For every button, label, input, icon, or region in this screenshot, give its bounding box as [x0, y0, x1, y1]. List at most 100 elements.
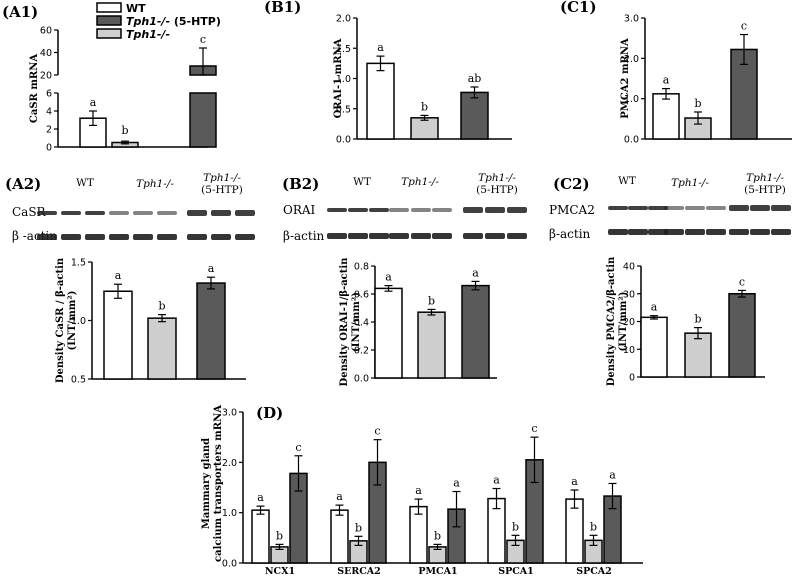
C1-sig-letter: a [663, 74, 670, 87]
C2-blot-band [608, 206, 628, 210]
B2-blot-band [411, 208, 431, 212]
A2-blot-band [37, 211, 57, 215]
B2-blot-band [369, 233, 389, 239]
C1-ylabel-line: PMCA2 mRNA [620, 38, 631, 119]
A2-ytick-label: 1.5 [71, 258, 86, 269]
B1-ytick-label: 1.0 [336, 74, 351, 85]
C2-bar-0 [640, 316, 668, 378]
D-sig-letter: a [336, 490, 343, 503]
D-category-label: PMCA1 [418, 566, 457, 576]
B2-blot-group-label: Tph1-/- [478, 172, 516, 184]
C2-ytick-label: 40 [623, 262, 635, 273]
D-ylabel: Mammary gland calcium transporters mRNA [201, 405, 224, 562]
D-sig-letter: a [415, 484, 422, 497]
panel-label-B1: (B1) [264, 0, 301, 16]
A2-bar-2 [196, 282, 226, 380]
B1-ytick-label: 0.5 [336, 104, 351, 115]
A1-ytick-label: 60 [40, 26, 52, 37]
A1-sig-letter: a [90, 96, 97, 109]
A2-blot-band [157, 211, 177, 215]
B2-blot-band [369, 208, 389, 212]
B2-blot-band [463, 233, 483, 239]
A2-blot-group-label: Tph1-/- [203, 172, 241, 184]
B1-bar-2 [460, 91, 489, 140]
A1-ytick-label: 2 [46, 125, 52, 136]
D-category-label: SPCA2 [576, 566, 612, 576]
C2-blot-group-sublabel: (5-HTP) [744, 184, 786, 196]
B2-blot-band [507, 207, 527, 213]
B2-bar-2 [461, 284, 490, 379]
C2-blot-row-label: PMCA2 [549, 203, 595, 217]
C2-blot-band [664, 206, 684, 210]
B1-bar-1 [410, 117, 439, 140]
A2-blot-band [85, 211, 105, 215]
C1-ytick-label: 2.0 [624, 54, 639, 65]
A2-ytick-label: 1.0 [71, 316, 86, 327]
A1-sig-letter: b [121, 124, 128, 137]
D-sig-letter: c [374, 425, 380, 438]
C2-blot-band [729, 229, 749, 235]
B2-bar-1 [417, 311, 446, 379]
C2-sig-letter: c [739, 275, 745, 288]
A2-ylabel-line: Density CaSR / β-actin [55, 257, 66, 383]
A2-blot-band [133, 211, 153, 215]
B2-blot-band [327, 208, 347, 212]
B2-blot-group-label: Tph1-/- [401, 176, 439, 188]
A1-ylabel-line: CaSR mRNA [29, 54, 40, 123]
C2-blot-group-label: WT [618, 175, 636, 187]
D-sig-letter: a [493, 474, 500, 487]
A2-sig-letter: b [158, 300, 165, 313]
panel-label-B2: (B2) [282, 175, 319, 193]
D-category-label: NCX1 [265, 566, 295, 576]
C2-ylabel-line: Density PMCA2/β-actin [606, 256, 617, 386]
C2-ytick-label: 20 [623, 317, 635, 328]
panel-label-D: (D) [256, 404, 283, 422]
C2-ylabel: Density PMCA2/β-actin (INT/mm²) [606, 256, 629, 386]
C1-bar-0 [652, 93, 680, 140]
D-category-label: SPCA1 [498, 566, 534, 576]
B1-ytick-label: 2.0 [336, 14, 351, 25]
C2-blot-band [664, 229, 684, 235]
D-ytick-label: 2.0 [222, 458, 237, 469]
A2-blot-group-label: Tph1-/- [136, 178, 174, 190]
B2-ylabel-line: (INT/mm²) [351, 292, 362, 352]
panel-label-A2: (A2) [5, 175, 41, 193]
D-sig-letter: b [434, 529, 441, 542]
C2-blot-row-label: β-actin [549, 227, 591, 241]
C2-blot-group-label: Tph1-/- [671, 177, 709, 189]
B2-sig-letter: b [428, 294, 435, 307]
legend-entry-italic: Tph1-/- [126, 15, 170, 28]
A2-blot-band [61, 211, 81, 215]
C2-blot-band [706, 206, 726, 210]
C2-ytick-label: 0 [629, 373, 635, 384]
B2-sig-letter: a [385, 271, 392, 284]
B1-sig-letter: ab [468, 72, 482, 85]
B2-blot-band [389, 233, 409, 239]
legend-entry: WT [126, 2, 146, 15]
A2-blot-band [85, 234, 105, 240]
D-bar-PMCA1-0 [409, 505, 428, 564]
C2-blot-band [628, 229, 648, 235]
C1-ytick-label: 1.0 [624, 94, 639, 105]
B2-blot-band [348, 208, 368, 212]
A2-blot-group-label: WT [76, 177, 94, 189]
B1-bar-0 [366, 62, 395, 140]
A1-ytick-label: 0 [46, 143, 52, 154]
D-sig-letter: b [355, 521, 362, 534]
A2-ylabel-line: (INT/mm²) [67, 291, 78, 351]
A2-ylabel: Density CaSR / β-actin (INT/mm²) [55, 257, 78, 383]
B2-bar-0 [374, 287, 403, 379]
panel-label-C1: (C1) [560, 0, 597, 16]
A2-ytick-label: 0.5 [71, 375, 86, 386]
A2-blot-group-sublabel: (5-HTP) [201, 184, 243, 196]
panel-label-A1: (A1) [2, 3, 38, 21]
B2-ytick-label: 0.8 [354, 262, 369, 273]
B2-sig-letter: a [472, 266, 479, 279]
C2-blot-group-label: Tph1-/- [746, 172, 784, 184]
A2-blot-row-label: CaSR [12, 205, 47, 219]
C2-blot-band [750, 205, 770, 211]
B2-ytick-label: 0.4 [354, 318, 369, 329]
B2-blot-band [411, 233, 431, 239]
A2-bar-0 [103, 290, 133, 380]
